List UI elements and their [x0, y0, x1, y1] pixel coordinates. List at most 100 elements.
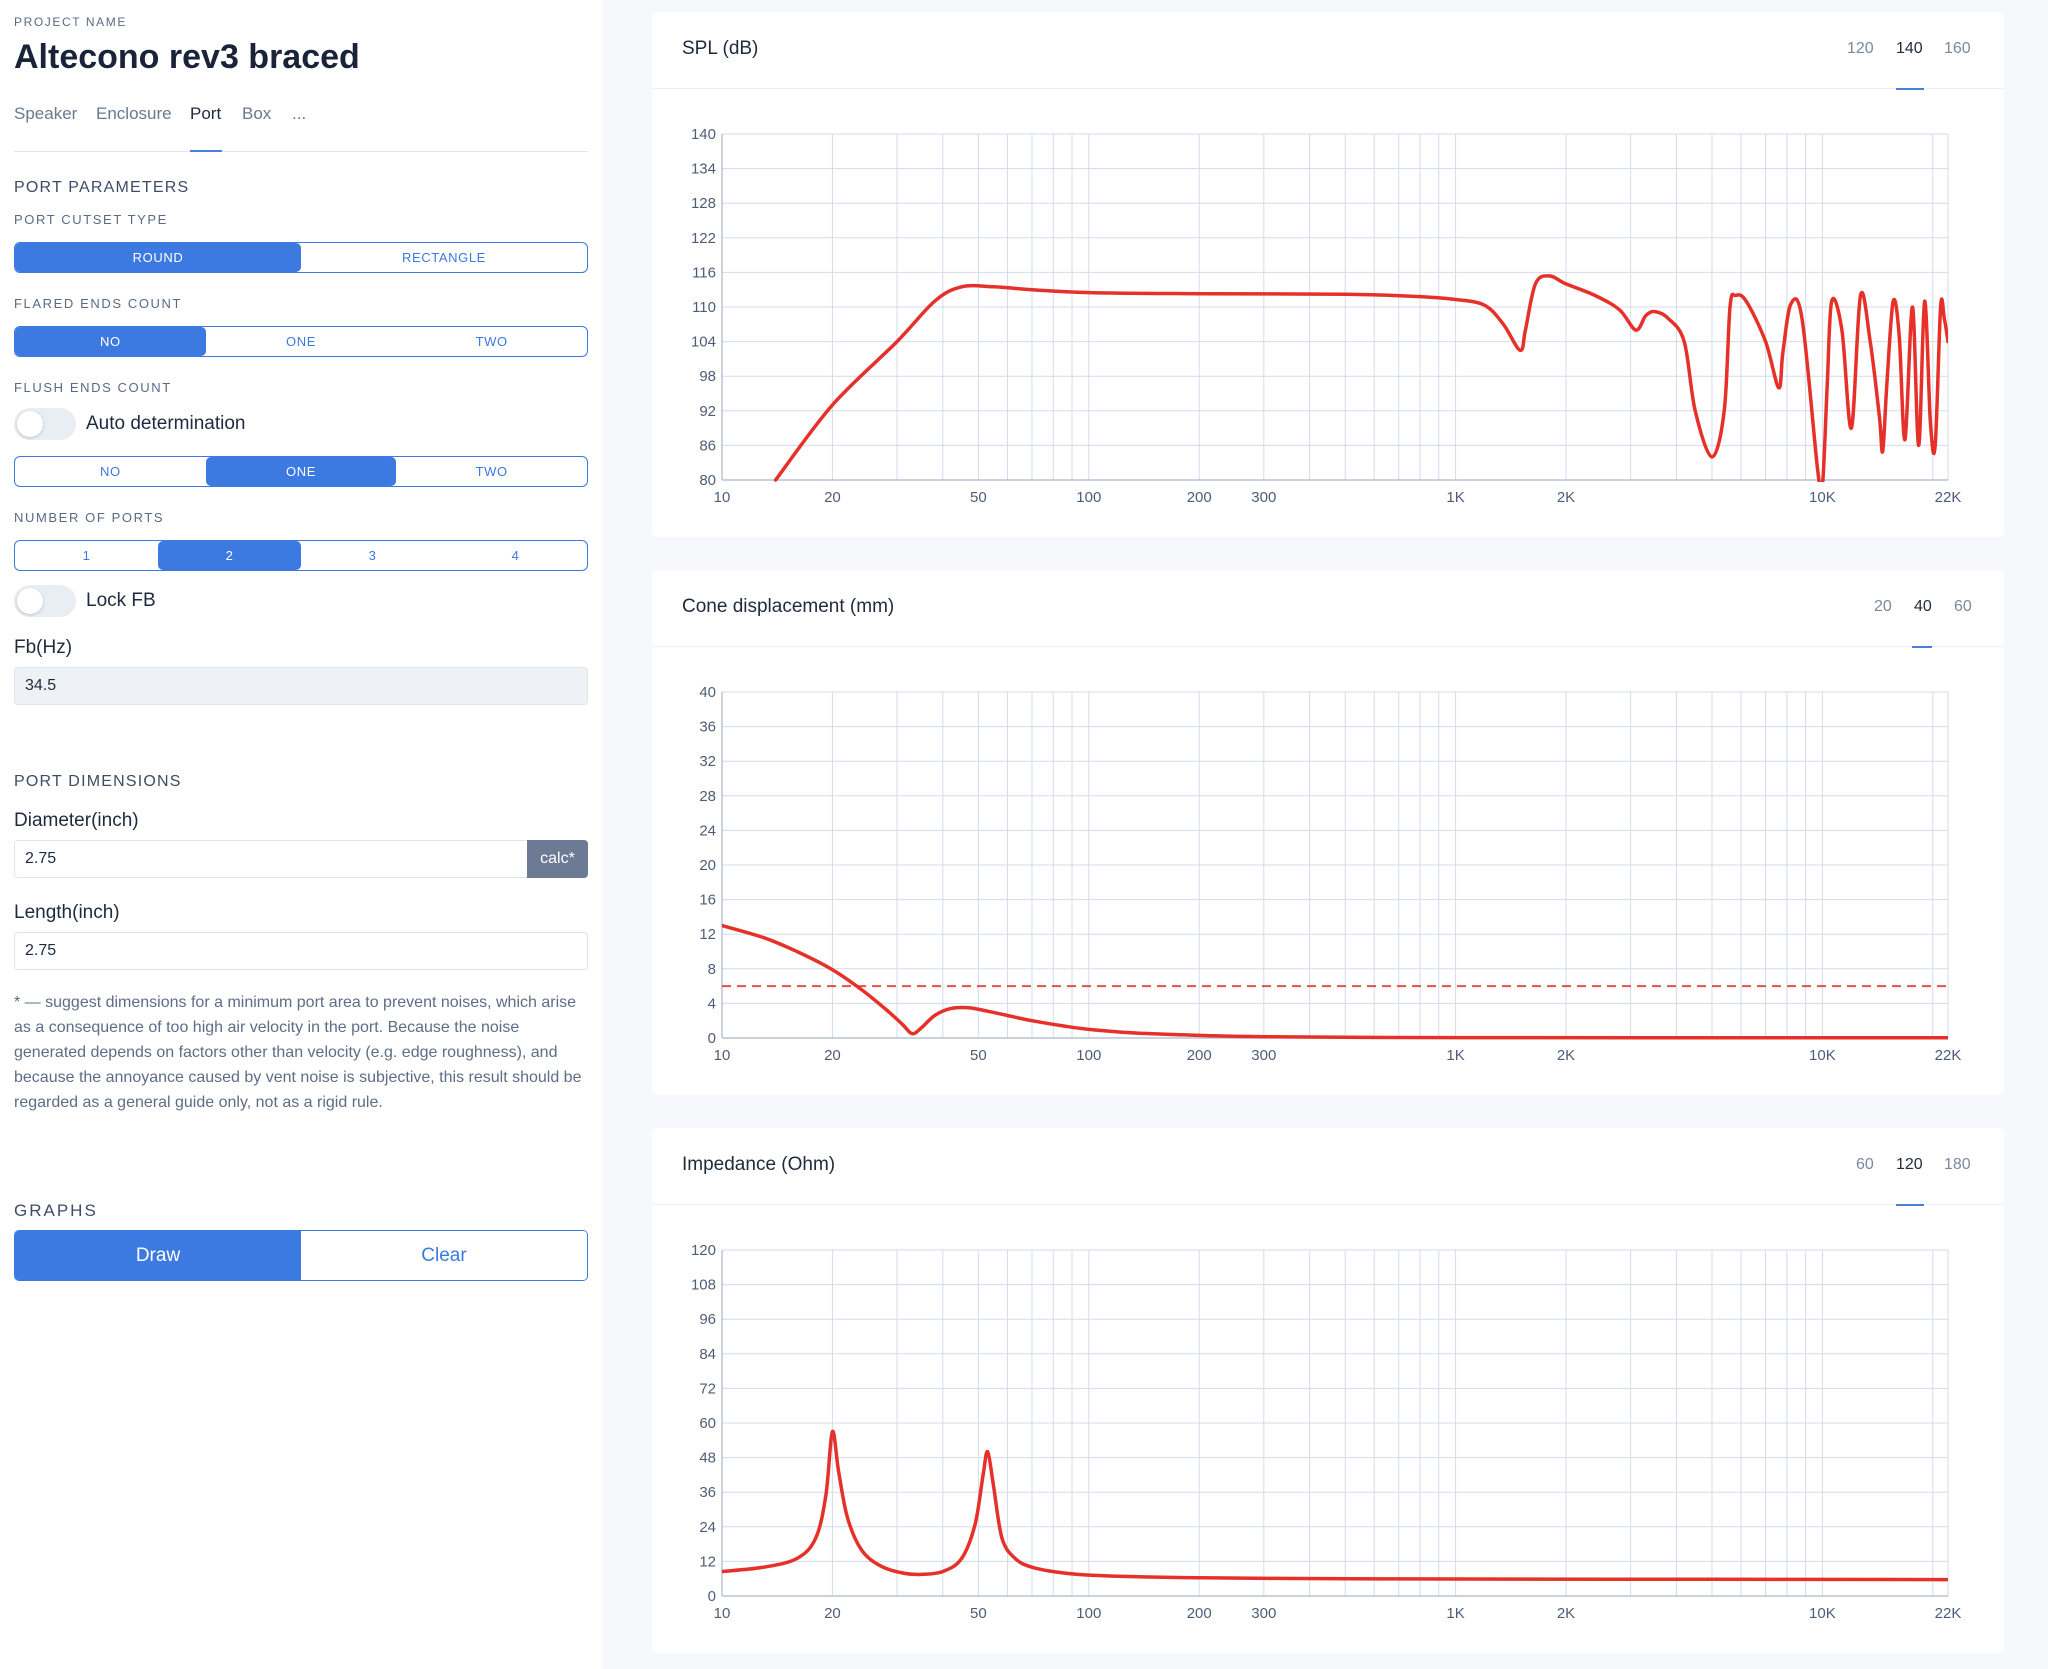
cutset-round-button[interactable]: ROUND	[15, 243, 301, 272]
displacement-y-tick-label: 8	[708, 961, 716, 978]
toggle-knob	[17, 411, 43, 437]
fb-input[interactable]	[14, 667, 588, 705]
impedance-y-tick-label: 96	[699, 1311, 716, 1328]
spl-x-tick-label: 50	[970, 489, 987, 506]
spl-y-tick-label: 122	[691, 230, 716, 247]
auto-determination-label: Auto determination	[86, 413, 246, 434]
flared-ends-label: FLARED ENDS COUNT	[14, 296, 183, 311]
displacement-y-tick-label: 28	[699, 788, 716, 805]
project-title: Altecono rev3 braced	[14, 38, 360, 76]
spl-y-tick-label: 116	[692, 264, 716, 281]
displacement-range-20[interactable]: 20	[1874, 598, 1892, 615]
tab-speaker[interactable]: Speaker	[14, 104, 78, 123]
flush-two-button[interactable]: TWO	[475, 464, 508, 479]
displacement-chart-card: Cone displacement (mm) 20 40 60 0 4 8 12 16 2…	[652, 570, 2004, 1095]
length-label: Length(inch)	[14, 902, 120, 923]
impedance-y-tick-label: 120	[691, 1242, 716, 1259]
impedance-y-tick-label: 0	[708, 1588, 716, 1605]
charts-area: SPL (dB) 120 140 160 80 86 92 98 104 110 116 12…	[602, 0, 2048, 1669]
spl-range-120[interactable]: 120	[1847, 40, 1874, 57]
impedance-range-indicator	[1896, 1204, 1924, 1206]
diameter-input[interactable]	[14, 840, 588, 878]
flared-ends-selector: NO ONE TWO	[14, 326, 588, 357]
impedance-x-tick-label: 20	[824, 1605, 841, 1622]
port-dimensions-heading: PORT DIMENSIONS	[14, 773, 182, 790]
impedance-x-tick-label: 2K	[1557, 1605, 1575, 1622]
displacement-x-tick-label: 100	[1076, 1047, 1101, 1064]
impedance-x-tick-label: 300	[1251, 1605, 1276, 1622]
tab-box[interactable]: Box	[242, 104, 272, 123]
draw-button[interactable]: Draw	[15, 1231, 301, 1280]
ports-4-button[interactable]: 4	[511, 548, 520, 563]
ports-2-button[interactable]: 2	[158, 541, 301, 570]
spl-x-tick-label: 10	[714, 489, 731, 506]
port-cutset-label: PORT CUTSET TYPE	[14, 212, 168, 227]
spl-y-tick-label: 86	[699, 437, 716, 454]
number-of-ports-selector: 1 2 3 4	[14, 540, 588, 571]
impedance-x-tick-label: 22K	[1935, 1605, 1962, 1622]
port-parameters-heading: PORT PARAMETERS	[14, 179, 190, 196]
length-input[interactable]	[14, 932, 588, 970]
spl-x-tick-label: 10K	[1809, 489, 1836, 506]
ports-3-button[interactable]: 3	[368, 548, 377, 563]
displacement-x-tick-label: 1K	[1446, 1047, 1464, 1064]
spl-x-tick-label: 20	[824, 489, 841, 506]
calc-button[interactable]: calc*	[527, 840, 588, 878]
lock-fb-toggle[interactable]	[14, 585, 76, 617]
impedance-y-tick-label: 72	[699, 1380, 716, 1397]
impedance-y-tick-label: 108	[691, 1277, 716, 1294]
spl-chart-header: SPL (dB) 120 140 160	[652, 12, 2004, 90]
impedance-x-tick-label: 1K	[1446, 1605, 1464, 1622]
tab-more[interactable]: ...	[292, 104, 307, 123]
impedance-y-tick-label: 84	[699, 1346, 716, 1363]
spl-x-tick-label: 200	[1187, 489, 1212, 506]
impedance-range-120[interactable]: 120	[1896, 1156, 1923, 1173]
impedance-x-tick-label: 100	[1076, 1605, 1101, 1622]
spl-x-tick-label: 22K	[1935, 489, 1962, 506]
impedance-y-tick-label: 48	[699, 1450, 716, 1467]
flush-no-button[interactable]: NO	[99, 464, 121, 479]
displacement-chart-header: Cone displacement (mm) 20 40 60	[652, 570, 2004, 648]
tab-port[interactable]: Port	[190, 104, 222, 123]
spl-x-tick-label: 100	[1076, 489, 1101, 506]
displacement-y-tick-label: 24	[699, 822, 716, 839]
displacement-range-60[interactable]: 60	[1954, 598, 1972, 615]
tab-enclosure[interactable]: Enclosure	[96, 104, 172, 123]
displacement-x-tick-label: 10	[714, 1047, 731, 1064]
spl-y-tick-label: 110	[692, 299, 716, 316]
spl-x-tick-label: 2K	[1557, 489, 1575, 506]
diameter-label: Diameter(inch)	[14, 810, 139, 831]
cutset-rectangle-button[interactable]: RECTANGLE	[402, 250, 486, 265]
clear-button[interactable]: Clear	[301, 1231, 587, 1280]
flared-one-button[interactable]: ONE	[286, 334, 316, 349]
displacement-x-tick-label: 50	[970, 1047, 987, 1064]
spl-y-tick-label: 80	[699, 472, 716, 489]
impedance-chart-header: Impedance (Ohm) 60 120 180	[652, 1128, 2004, 1206]
graphs-heading: GRAPHS	[14, 1201, 98, 1220]
impedance-range-60[interactable]: 60	[1856, 1156, 1874, 1173]
impedance-x-tick-label: 10K	[1809, 1605, 1836, 1622]
displacement-chart-title: Cone displacement (mm)	[682, 596, 895, 617]
settings-tabs: Speaker Enclosure Port Box ...	[14, 104, 588, 152]
flared-no-button[interactable]: NO	[15, 327, 206, 356]
spl-range-indicator	[1896, 88, 1924, 90]
fb-label: Fb(Hz)	[14, 637, 73, 658]
active-tab-indicator	[190, 150, 222, 152]
calc-footnote: * — suggest dimensions for a minimum por…	[14, 994, 582, 1111]
spl-chart-card: SPL (dB) 120 140 160 80 86 92 98 104 110 116 12…	[652, 12, 2004, 537]
impedance-plot: 0 12 24 36 48 60 72 84 96 108 120 10 20 50 100 200 300 1K…	[691, 1242, 1962, 1622]
impedance-x-tick-label: 50	[970, 1605, 987, 1622]
displacement-range-40[interactable]: 40	[1914, 598, 1932, 615]
auto-determination-toggle[interactable]	[14, 408, 76, 440]
ports-1-button[interactable]: 1	[82, 548, 91, 563]
impedance-range-180[interactable]: 180	[1944, 1156, 1971, 1173]
impedance-y-tick-label: 12	[699, 1553, 716, 1570]
displacement-y-tick-label: 32	[699, 753, 716, 770]
displacement-range-indicator	[1912, 646, 1932, 648]
flush-one-button[interactable]: ONE	[205, 457, 397, 486]
impedance-y-tick-label: 36	[699, 1484, 716, 1501]
spl-range-140[interactable]: 140	[1896, 40, 1923, 57]
flared-two-button[interactable]: TWO	[475, 334, 508, 349]
displacement-y-tick-label: 20	[699, 857, 716, 874]
spl-range-160[interactable]: 160	[1944, 40, 1971, 57]
